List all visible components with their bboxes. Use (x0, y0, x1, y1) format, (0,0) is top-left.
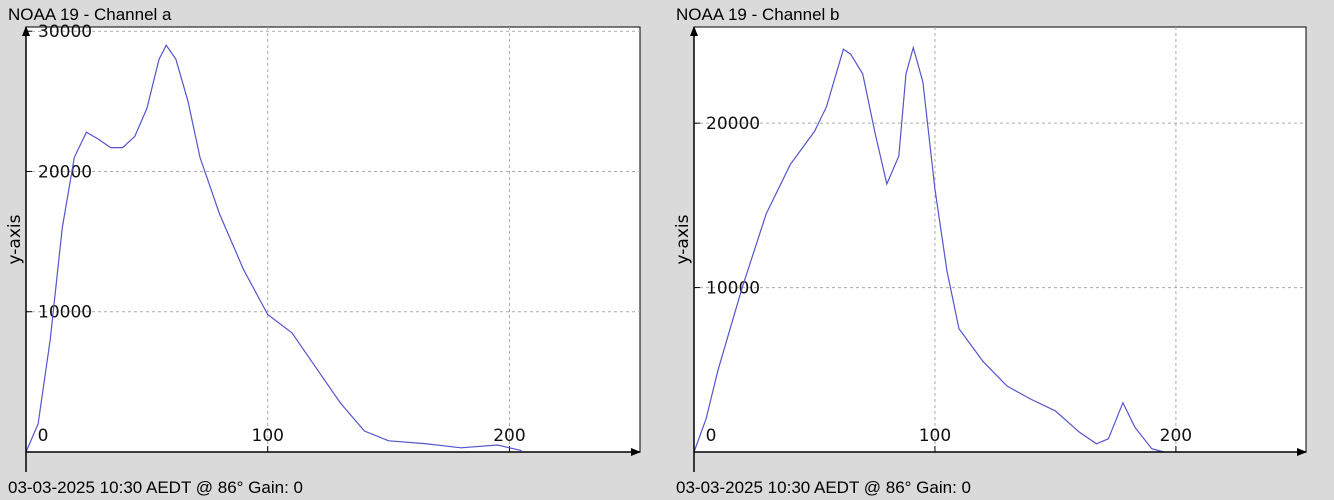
plot-area (693, 26, 1307, 453)
y-axis-label: y-axis (5, 214, 25, 264)
chart-title: NOAA 19 - Channel b (676, 5, 839, 24)
y-tick-label: 30000 (38, 22, 92, 42)
y-tick-label: 10000 (706, 279, 760, 299)
footer: 03-03-2025 10:30 AEDT @ 86° Gain: 0 (676, 478, 971, 497)
footer: 03-03-2025 10:30 AEDT @ 86° Gain: 0 (8, 478, 303, 497)
x-tick-label: 200 (1160, 426, 1192, 446)
data-line (693, 45, 1164, 453)
y-tick-label: 10000 (38, 303, 92, 323)
y-tick-label: 20000 (38, 162, 92, 182)
x-tick-label: 0 (38, 426, 49, 446)
x-tick-label: 100 (252, 426, 284, 446)
x-tick-label: 0 (706, 426, 717, 446)
data-line (25, 44, 522, 453)
y-axis-label: y-axis (673, 214, 693, 264)
x-tick-label: 100 (919, 426, 951, 446)
plot-area (25, 26, 641, 453)
y-tick-label: 20000 (706, 114, 760, 134)
x-tick-label: 200 (493, 426, 525, 446)
chart-title: NOAA 19 - Channel a (8, 5, 172, 24)
